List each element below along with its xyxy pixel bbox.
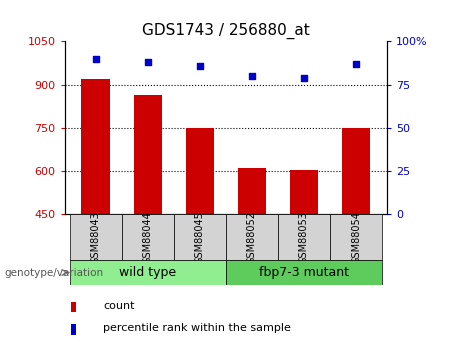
Text: GSM88043: GSM88043 — [91, 211, 101, 264]
Point — [196, 63, 204, 68]
Bar — [134, 95, 162, 214]
Point — [352, 61, 360, 67]
Point — [248, 73, 255, 79]
Text: GSM88054: GSM88054 — [351, 211, 361, 264]
Text: GSM88044: GSM88044 — [143, 211, 153, 264]
Bar — [71, 324, 76, 335]
FancyBboxPatch shape — [278, 214, 330, 260]
Text: GSM88052: GSM88052 — [247, 211, 257, 264]
Bar — [237, 168, 266, 214]
FancyBboxPatch shape — [70, 214, 122, 260]
Bar — [82, 79, 110, 214]
Bar — [71, 302, 76, 312]
FancyBboxPatch shape — [226, 214, 278, 260]
Point — [144, 59, 152, 65]
FancyBboxPatch shape — [330, 214, 382, 260]
Point — [300, 75, 307, 80]
Text: count: count — [103, 301, 135, 311]
Text: wild type: wild type — [119, 266, 177, 279]
Bar — [342, 128, 370, 214]
Text: GSM88045: GSM88045 — [195, 211, 205, 264]
FancyBboxPatch shape — [122, 214, 174, 260]
Point — [92, 56, 100, 61]
Bar — [290, 170, 318, 214]
Text: GSM88053: GSM88053 — [299, 211, 309, 264]
Text: genotype/variation: genotype/variation — [5, 268, 104, 277]
Bar — [185, 128, 214, 214]
FancyBboxPatch shape — [226, 260, 382, 285]
Text: percentile rank within the sample: percentile rank within the sample — [103, 323, 291, 333]
FancyBboxPatch shape — [174, 214, 226, 260]
Title: GDS1743 / 256880_at: GDS1743 / 256880_at — [142, 22, 310, 39]
FancyBboxPatch shape — [70, 260, 226, 285]
Text: fbp7-3 mutant: fbp7-3 mutant — [259, 266, 349, 279]
